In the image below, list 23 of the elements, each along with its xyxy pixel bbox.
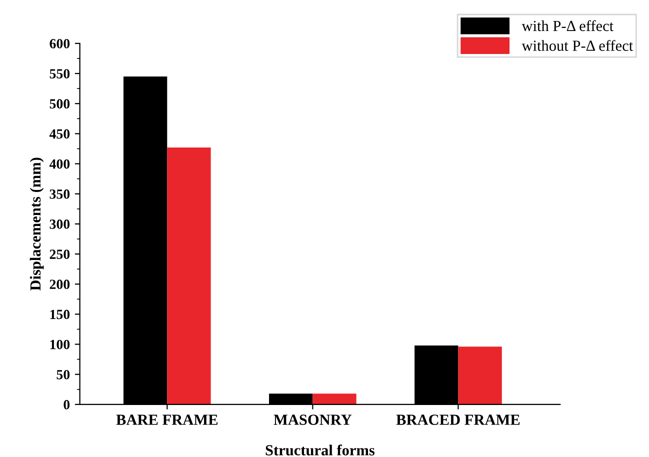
y-tick-label: 250: [50, 250, 70, 259]
y-tick-label: 100: [50, 340, 70, 350]
y-tick-label: 600: [50, 39, 70, 48]
y-tick-label: 550: [50, 69, 70, 78]
legend-label: without P-Δ effect: [522, 40, 634, 51]
x-axis-title: Structural forms: [266, 444, 375, 456]
y-axis-title: Displacements (mm): [30, 158, 44, 290]
y-tick-label: 350: [50, 189, 70, 199]
bar: [458, 346, 502, 404]
y-tick-label: 150: [50, 310, 70, 320]
y-tick-label: 50: [56, 370, 70, 380]
y-tick-label: 200: [50, 280, 70, 290]
y-tick-label: 450: [49, 129, 70, 139]
legend-label: with P-Δ effect: [522, 20, 614, 32]
bar: [312, 394, 356, 404]
bar: [167, 148, 211, 404]
x-tick-label: BARE FRAME: [116, 414, 218, 425]
y-tick-label: 0: [64, 400, 70, 410]
y-tick-label: 400: [49, 159, 70, 169]
x-tick-label: BRACED FRAME: [396, 414, 520, 425]
y-tick-label: 300: [50, 220, 70, 229]
x-tick-label: MASONRY: [274, 414, 352, 425]
y-tick-label: 500: [50, 99, 70, 109]
